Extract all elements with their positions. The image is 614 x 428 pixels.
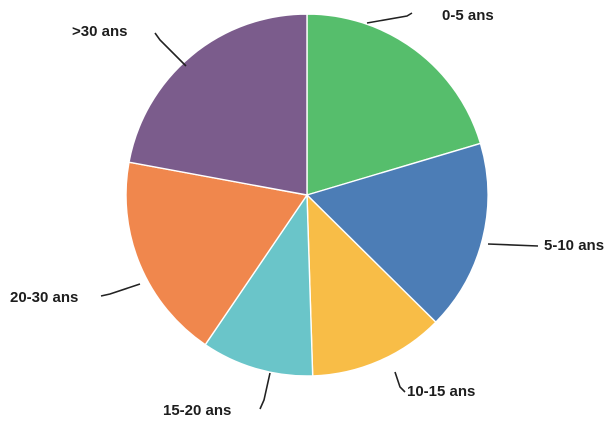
pie-slice-10-15-ans	[306, 193, 437, 377]
pie-slice-20-30-ans	[125, 161, 309, 346]
slice-label-10-15-ans: 10-15 ans	[407, 383, 475, 400]
leader-line-15-20-ans	[259, 372, 271, 410]
slice-label-5-10-ans: 5-10 ans	[544, 237, 604, 254]
leader-line-0-5-ans	[366, 12, 413, 24]
slice-label-0-5-ans: 0-5 ans	[442, 7, 494, 24]
pie-slice-0-5-ans	[306, 13, 482, 196]
pie-slice-5-10-ans	[305, 142, 489, 324]
pie-slice-30-ans	[128, 13, 308, 196]
leader-line-5-10-ans	[487, 243, 539, 247]
leader-line-10-15-ans	[394, 371, 406, 393]
leader-line-20-30-ans	[100, 283, 141, 297]
pie-slice-15-20-ans	[204, 192, 314, 377]
labels-layer: 0-5 ans 5-10 ans 10-15 ans 15-20 ans 20-30 a…	[10, 7, 604, 419]
leader-line-30-ans	[154, 32, 187, 67]
leader-lines-layer	[100, 12, 539, 410]
slice-label-30-ans: >30 ans	[72, 23, 127, 40]
slices-layer	[125, 13, 489, 377]
slice-label-15-20-ans: 15-20 ans	[163, 402, 231, 419]
slice-label-20-30-ans: 20-30 ans	[10, 289, 78, 306]
